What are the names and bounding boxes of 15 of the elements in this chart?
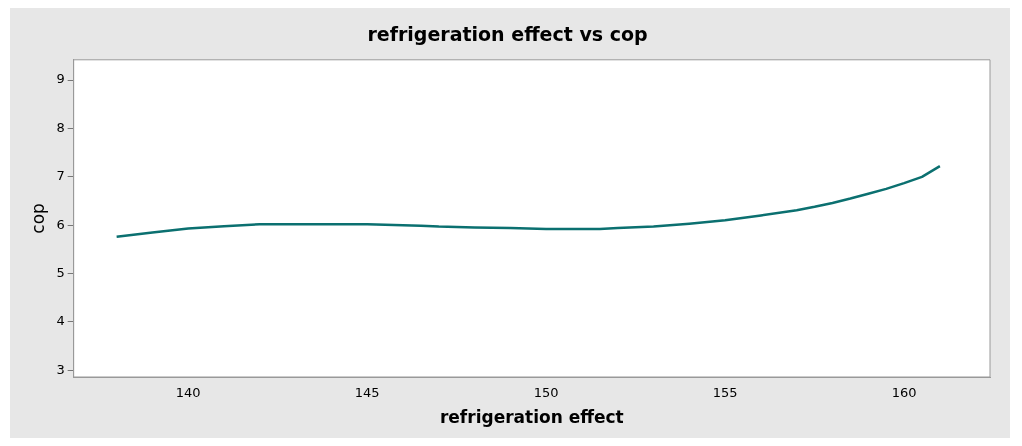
- y-tick-label: 6: [56, 216, 65, 232]
- x-tick-label: 140: [175, 385, 201, 401]
- x-tick-label: 155: [712, 385, 738, 401]
- y-tick-label: 7: [56, 168, 65, 184]
- y-axis-title: cop: [27, 203, 48, 234]
- x-tick-label: 150: [533, 385, 559, 401]
- chart-title: refrigeration effect vs cop: [367, 23, 648, 46]
- x-tick-label: 160: [891, 385, 917, 401]
- y-tick-label: 4: [56, 313, 65, 329]
- y-tick-label: 3: [56, 361, 65, 377]
- x-axis-title: refrigeration effect: [439, 407, 624, 428]
- y-tick-label: 5: [56, 264, 65, 280]
- y-tick-label: 9: [56, 71, 65, 87]
- x-tick-label: 145: [354, 385, 380, 401]
- y-tick-label: 8: [56, 119, 65, 135]
